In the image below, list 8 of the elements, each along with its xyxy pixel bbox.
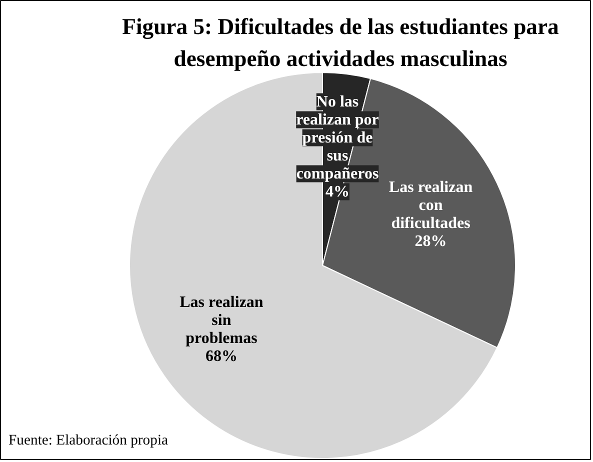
slice-label: No las realizan por presión de sus compañeros <box>296 93 379 182</box>
slice-label: Las realizan sin problemas <box>180 294 264 348</box>
data-label: 4% <box>325 183 350 200</box>
source-note: Fuente: Elaboración propia <box>8 432 169 448</box>
slice-label: Las realizan con dificultades <box>388 179 473 232</box>
data-label: 68% <box>205 348 238 366</box>
data-label: 28% <box>414 233 447 250</box>
chart-title: Figura 5: Dificultades de las estudiantes para desempeño actividades masculinas <box>122 14 559 71</box>
